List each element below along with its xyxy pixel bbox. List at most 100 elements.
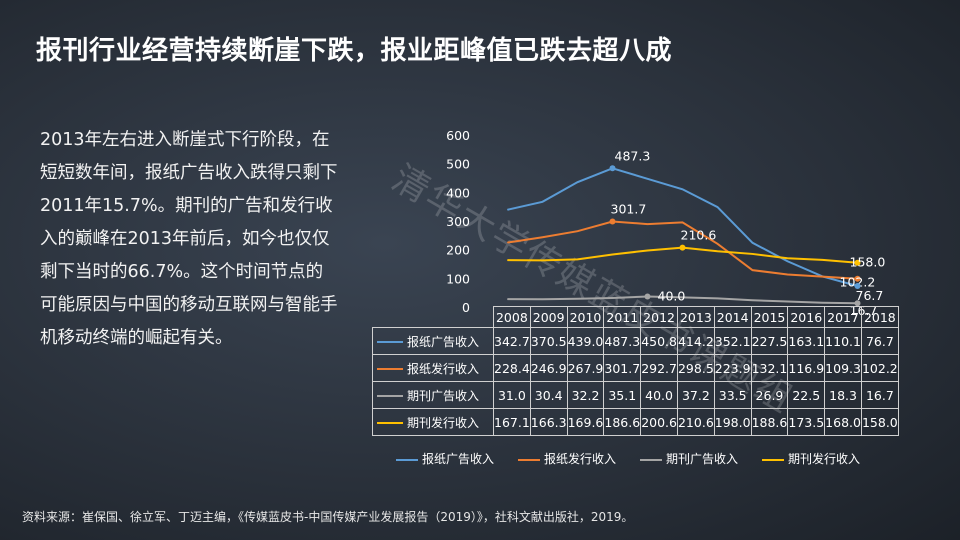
row-label: 期刊发行收入 <box>372 408 494 436</box>
year-header: 2008 <box>493 306 531 328</box>
year-header: 2009 <box>529 306 568 328</box>
legend-label: 期刊发行收入 <box>788 452 861 466</box>
annotation-marker <box>854 275 861 282</box>
table-cell: 169.6 <box>566 408 605 436</box>
legend-item: 报纸发行收入 <box>518 450 616 467</box>
y-tick-label: 600 <box>446 128 470 143</box>
y-tick-label: 300 <box>446 214 470 229</box>
y-tick-label: 400 <box>446 185 470 200</box>
data-point <box>577 181 578 183</box>
data-label: 487.3 <box>615 148 651 163</box>
data-label: 158.0 <box>850 255 886 270</box>
year-header: 2010 <box>566 306 605 328</box>
row-label: 期刊广告收入 <box>372 381 494 409</box>
table-cell: 33.5 <box>713 381 752 409</box>
table-cell: 414.2 <box>676 327 715 355</box>
data-label: 210.6 <box>681 228 717 243</box>
data-point <box>682 221 683 223</box>
legend-swatch <box>640 458 663 461</box>
data-label: 102.2 <box>840 275 876 290</box>
year-header: 2015 <box>750 306 789 328</box>
table-cell: 198.0 <box>713 408 752 436</box>
data-point <box>717 206 718 208</box>
data-point <box>612 254 613 256</box>
annotation-marker <box>609 218 616 225</box>
series-swatch <box>377 422 403 424</box>
annotation-marker <box>609 165 616 172</box>
legend-swatch <box>518 458 541 461</box>
page-title: 报刊行业经营持续断崖下跌，报业距峰值已跌去超八成 <box>36 36 673 66</box>
data-point <box>752 242 753 244</box>
data-point <box>647 223 648 225</box>
table-header-row: 2008 2009 2010 2011 2012 2013 2014 2015 2016 2017… <box>373 306 899 328</box>
table-cell: 487.3 <box>603 327 642 355</box>
annotation-marker <box>854 259 861 266</box>
table-cell: 292.7 <box>640 354 678 382</box>
series-swatch <box>377 368 403 370</box>
data-point <box>787 260 788 262</box>
year-header: 2017 <box>824 306 862 328</box>
table-cell: 439.0 <box>566 327 605 355</box>
table-cell: 228.4 <box>493 354 531 382</box>
data-point <box>752 299 753 301</box>
data-point <box>577 230 578 232</box>
table-cell: 200.6 <box>640 408 678 436</box>
table-cell: 342.7 <box>493 327 531 355</box>
table-cell: 110.1 <box>824 327 862 355</box>
legend-label: 报纸广告收入 <box>422 452 495 466</box>
data-point <box>507 259 508 261</box>
data-label: 301.7 <box>611 202 647 217</box>
annotation-marker <box>854 283 861 290</box>
year-header: 2014 <box>713 306 752 328</box>
table-row: 期刊发行收入 167.1 166.3 169.6 186.6 200.6 210.6 198.… <box>372 408 899 436</box>
table-cell: 188.6 <box>750 408 789 436</box>
table-cell: 132.1 <box>750 354 789 382</box>
row-label: 报纸发行收入 <box>372 354 494 382</box>
data-point <box>682 296 683 298</box>
legend-item: 报纸广告收入 <box>396 450 494 467</box>
table-cell: 186.6 <box>603 408 642 436</box>
legend-label: 报纸发行收入 <box>544 452 617 466</box>
data-point <box>612 297 613 299</box>
table-cell: 32.2 <box>566 381 605 409</box>
table-cell: 167.1 <box>493 408 531 436</box>
table-cell: 227.5 <box>750 327 789 355</box>
table-cell: 352.1 <box>713 327 752 355</box>
data-label: 40.0 <box>658 289 686 304</box>
y-tick-label: 100 <box>446 271 470 286</box>
legend-label: 期刊广告收入 <box>666 452 739 466</box>
table-cell: 163.1 <box>787 327 826 355</box>
legend-swatch <box>762 458 785 461</box>
table-cell: 40.0 <box>640 381 678 409</box>
chart-legend: 报纸广告收入 报纸发行收入 期刊广告收入 期刊发行收入 <box>396 450 884 467</box>
data-point <box>682 188 683 190</box>
table-cell: 76.7 <box>860 327 899 355</box>
data-point <box>717 243 718 245</box>
data-point <box>507 209 508 211</box>
data-point <box>577 298 578 300</box>
row-label: 报纸广告收入 <box>372 327 494 355</box>
annotation-marker <box>679 244 686 251</box>
table-cell: 102.2 <box>860 354 899 382</box>
data-point <box>542 298 543 300</box>
table-cell: 173.5 <box>787 408 826 436</box>
data-point <box>787 273 788 275</box>
table-cell: 158.0 <box>860 408 899 436</box>
data-point <box>822 259 823 261</box>
series-swatch <box>377 395 403 397</box>
table-row: 期刊广告收入 31.0 30.4 32.2 35.1 40.0 37.2 33.5 26.9 22… <box>372 381 899 409</box>
table-cell: 37.2 <box>676 381 715 409</box>
year-header: 2011 <box>603 306 642 328</box>
data-point <box>542 236 543 238</box>
data-point <box>647 178 648 180</box>
table-cell: 30.4 <box>529 381 568 409</box>
annotation-marker <box>854 300 861 307</box>
body-text: 2013年左右进入断崖式下行阶段，在短短数年间，报纸广告收入跌得只剩下2011年… <box>40 130 338 348</box>
year-header: 2016 <box>787 306 826 328</box>
table-cell: 22.5 <box>787 381 826 409</box>
table-cell: 301.7 <box>603 354 642 382</box>
row-label-text: 期刊发行收入 <box>407 415 480 430</box>
table-cell: 116.9 <box>787 354 826 382</box>
table-row: 报纸广告收入 342.7 370.5 439.0 487.3 450.8 414.2 352.… <box>372 327 899 355</box>
